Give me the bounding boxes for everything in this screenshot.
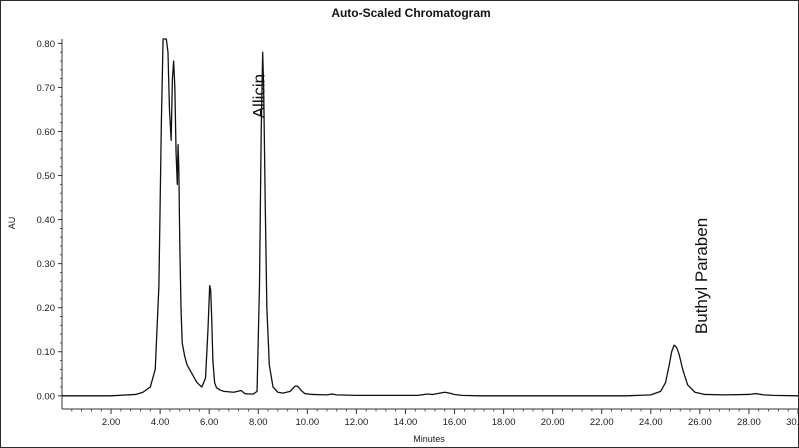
peak-annotations: Allicin Buthyl Paraben [249, 74, 711, 334]
chromatogram-trace [62, 38, 798, 397]
x-tick-label: 30.00 [786, 417, 798, 428]
x-tick-label: 26.00 [688, 417, 712, 428]
trace-layer [62, 38, 798, 397]
x-axis-ticks: 2.00 4.00 6.00 8.00 10.00 12.00 14.00 16.00 18.0… [71, 409, 798, 428]
y-axis-ticks: 0.00 0.10 0.20 0.30 0.40 0.50 0.60 0.70 0.80 [37, 39, 62, 402]
y-tick-label: 0.60 [37, 127, 56, 138]
x-tick-label: 10.00 [295, 417, 319, 428]
peak-annotation: Buthyl Paraben [692, 218, 711, 334]
plot-axes [61, 39, 798, 410]
y-axis-label: AU [7, 217, 17, 230]
x-tick-label: 12.00 [345, 417, 369, 428]
y-tick-label: 0.30 [37, 259, 56, 270]
x-tick-label: 20.00 [541, 417, 565, 428]
x-tick-label: 6.00 [200, 417, 219, 428]
y-tick-label: 0.50 [37, 171, 56, 182]
x-tick-label: 14.00 [394, 417, 418, 428]
y-tick-label: 0.80 [37, 39, 56, 50]
x-tick-label: 16.00 [443, 417, 467, 428]
x-tick-label: 2.00 [102, 417, 121, 428]
x-tick-label: 18.00 [492, 417, 516, 428]
y-tick-label: 0.10 [37, 347, 56, 358]
chart-title: Auto-Scaled Chromatogram [331, 6, 490, 20]
y-tick-label: 0.70 [37, 83, 56, 94]
peak-annotation: Allicin [249, 74, 268, 118]
y-tick-label: 0.20 [37, 303, 56, 314]
x-tick-label: 8.00 [249, 417, 268, 428]
x-tick-label: 28.00 [737, 417, 761, 428]
x-tick-label: 24.00 [639, 417, 663, 428]
x-tick-label: 22.00 [590, 417, 614, 428]
y-tick-label: 0.00 [37, 391, 56, 402]
x-tick-label: 4.00 [151, 417, 170, 428]
y-tick-label: 0.40 [37, 215, 56, 226]
x-axis-label: Minutes [413, 434, 445, 444]
